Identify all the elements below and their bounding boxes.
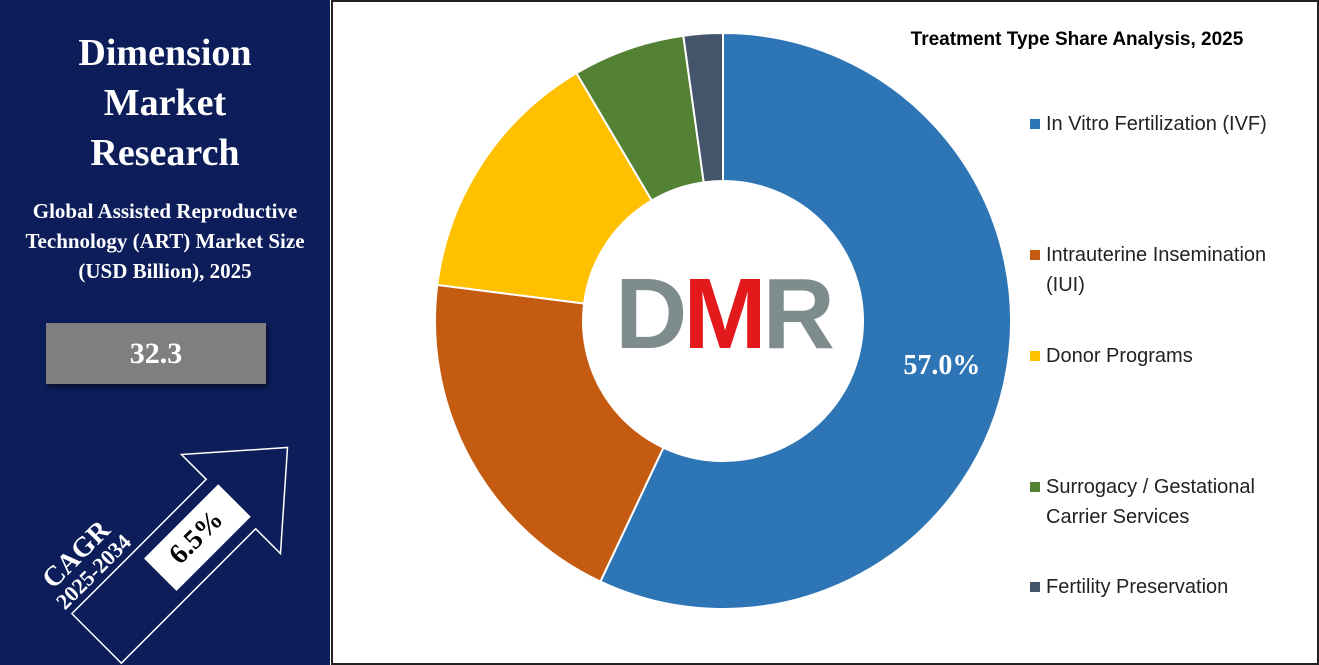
donut-segment: [599, 31, 1013, 610]
info-panel: Dimension Market Research Global Assiste…: [0, 0, 330, 665]
legend-swatch: [1030, 482, 1040, 492]
legend-swatch: [1030, 351, 1040, 361]
legend-swatch: [1030, 250, 1040, 260]
data-label: 57.0%: [903, 350, 980, 381]
cagr-arrow: 6.5% CAGR 2025-2034: [36, 446, 289, 665]
logo-letter: D: [615, 258, 684, 370]
legend-label: In Vitro Fertilization (IVF): [1046, 113, 1267, 135]
chart-panel: [331, 0, 1319, 665]
cagr-box: [143, 484, 251, 592]
market-title: Global Assisted Reproductive Technology …: [25, 199, 305, 283]
donut-segment: [682, 31, 724, 184]
legend-label: Fertility Preservation: [1046, 576, 1229, 598]
legend-swatch: [1030, 119, 1040, 129]
brand: Dimension Market Research: [78, 32, 252, 174]
legend-swatch: [1030, 582, 1040, 592]
legend-label: Surrogacy / Gestational Carrier Services: [1046, 476, 1255, 528]
chart-title: Treatment Type Share Analysis, 2025: [911, 29, 1244, 50]
donut-segment: [434, 283, 665, 583]
logo: DMR: [615, 258, 834, 370]
legend-label: Donor Programs: [1046, 345, 1193, 367]
logo-letter: R: [763, 258, 834, 370]
arrow-outline: [70, 446, 289, 665]
market-value: 32.3: [46, 323, 266, 384]
logo-letter: M: [683, 258, 762, 370]
donut-segment: [436, 71, 654, 305]
legend-label: Intrauterine Insemination (IUI): [1046, 244, 1267, 296]
